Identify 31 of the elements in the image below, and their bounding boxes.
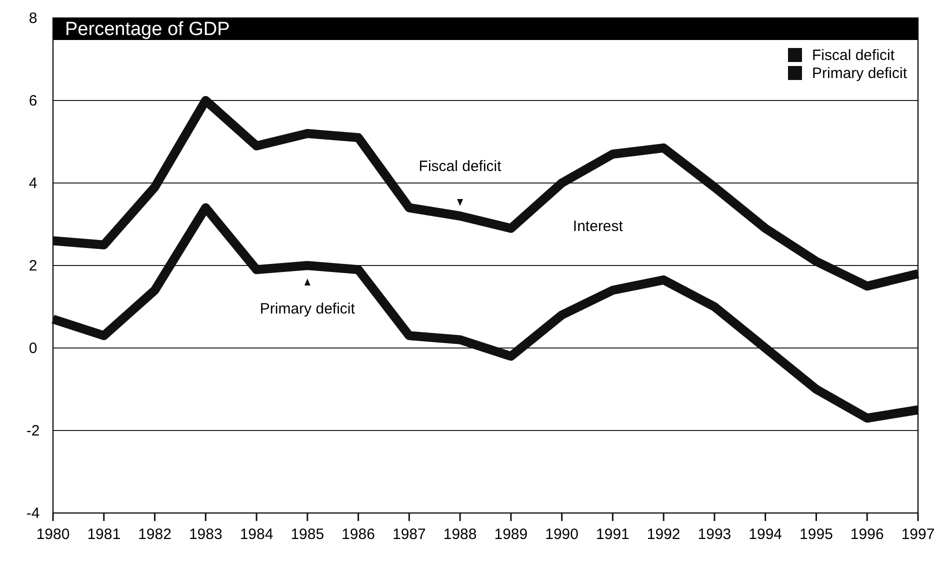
chart-title: Percentage of GDP: [65, 19, 230, 40]
legend-label: Primary deficit: [812, 65, 908, 82]
x-tick-label: 1991: [596, 526, 630, 543]
annotation: Interest: [572, 218, 624, 235]
legend-label: Fiscal deficit: [812, 47, 896, 64]
x-tick-label: 1993: [698, 526, 732, 543]
x-tick-label: 1986: [342, 526, 375, 543]
x-tick-label: 1996: [850, 526, 884, 543]
y-tick-label: 8: [28, 10, 38, 27]
x-tick-label: 1982: [138, 526, 172, 543]
annotation: Fiscal deficit: [418, 158, 502, 175]
x-tick-label: 1984: [240, 526, 274, 543]
x-tick-label: 1990: [545, 526, 579, 543]
y-tick-label: 0: [28, 340, 38, 357]
x-tick-label: 1989: [494, 526, 528, 543]
y-tick-label: 6: [28, 92, 38, 110]
x-tick-label: 1985: [290, 526, 324, 543]
y-tick-label: 2: [28, 258, 38, 274]
x-tick-label: 1997: [901, 526, 935, 543]
x-tick-label: 1995: [800, 526, 833, 543]
annotation: Primary deficit: [260, 300, 356, 318]
x-tick-label: 1994: [748, 526, 782, 543]
x-tick-label: 1992: [646, 526, 680, 543]
y-tick-label: -4: [26, 505, 40, 522]
x-tick-label: 1987: [392, 526, 426, 543]
x-tick-label: 1980: [36, 526, 70, 543]
y-tick-label: 4: [28, 175, 38, 192]
x-tick-label: 1981: [87, 526, 121, 543]
x-tick-label: 1988: [443, 526, 477, 543]
y-tick-label: -2: [26, 422, 40, 440]
x-tick-label: 1983: [188, 526, 222, 543]
